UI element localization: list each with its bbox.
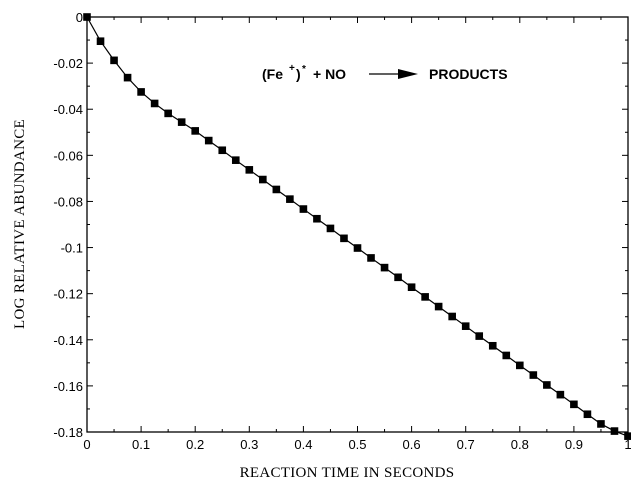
data-point-marker [326, 224, 335, 233]
data-point-marker [434, 302, 443, 311]
data-point-marker [529, 371, 538, 379]
series-markers [83, 13, 631, 440]
reaction-annotation: (Fe + ) * + NO PRODUCTS [262, 63, 508, 82]
data-point-marker [488, 341, 497, 350]
y-tick-label: -0.18 [53, 425, 83, 440]
y-tick-label: -0.12 [53, 287, 83, 302]
data-point-marker [299, 205, 308, 213]
data-point-marker [448, 312, 456, 321]
annotation-lhs-close: ) [296, 66, 301, 82]
data-point-marker [177, 118, 186, 126]
data-point-marker [137, 88, 145, 96]
x-tick-label: 0.7 [457, 437, 475, 452]
x-tick-label: 0.2 [186, 437, 204, 452]
data-point-marker [516, 361, 524, 370]
data-point-marker [259, 175, 267, 184]
x-tick-label: 0.6 [403, 437, 421, 452]
y-axis-tick-labels: 0 -0.02 -0.04 -0.06 -0.08 -0.1 -0.12 -0.14 -0.16… [53, 10, 83, 440]
y-tick-label: -0.16 [53, 379, 83, 394]
data-point-marker [164, 109, 172, 118]
data-point-marker [543, 381, 551, 389]
y-tick-label: -0.02 [53, 56, 83, 71]
data-point-marker [570, 400, 578, 409]
annotation-lhs-open: (Fe [262, 66, 283, 82]
data-point-marker [231, 156, 240, 164]
data-point-marker [123, 73, 132, 82]
data-point-marker [421, 293, 429, 301]
data-point-marker [218, 146, 227, 155]
data-point-marker [313, 214, 321, 223]
y-tick-label: 0 [76, 10, 83, 25]
y-axis-ticks [87, 16, 628, 433]
x-tick-label: 0.5 [348, 437, 366, 452]
data-point-marker [204, 136, 213, 145]
plot-frame [86, 16, 629, 433]
annotation-reactant: + NO [313, 66, 346, 82]
x-tick-label: 0.3 [240, 437, 258, 452]
data-point-marker [150, 99, 159, 108]
y-tick-label: -0.04 [53, 102, 83, 117]
x-tick-label: 1 [624, 437, 631, 452]
annotation-charge: + [289, 63, 295, 74]
data-point-marker [407, 283, 416, 292]
annotation-products: PRODUCTS [429, 66, 508, 82]
y-axis-title: LOG RELATIVE ABUNDANCE [12, 119, 28, 329]
data-point-marker [394, 273, 402, 282]
series-line [86, 16, 629, 437]
data-point-marker [353, 244, 362, 252]
annotation-star: * [302, 64, 306, 75]
data-point-marker [583, 410, 592, 419]
y-tick-label: -0.14 [53, 333, 83, 348]
x-axis-title: REACTION TIME IN SECONDS [240, 465, 455, 481]
data-point-marker [191, 127, 199, 135]
x-axis-tick-labels: 0 0.1 0.2 0.3 0.4 0.5 0.6 0.7 0.8 0.9 1 [83, 437, 631, 452]
data-point-marker [556, 390, 565, 399]
data-point-marker [367, 254, 375, 262]
data-point-marker [96, 37, 105, 46]
data-point-marker [475, 332, 484, 340]
data-point-marker [380, 263, 389, 272]
data-point-marker [624, 432, 631, 440]
x-tick-label: 0.8 [511, 437, 529, 452]
x-tick-label: 0 [83, 437, 90, 452]
x-tick-label: 0.4 [294, 437, 312, 452]
data-point-marker [502, 351, 511, 360]
y-tick-label: -0.1 [61, 241, 83, 256]
data-point-marker [83, 13, 91, 21]
y-tick-label: -0.08 [53, 194, 83, 209]
x-tick-label: 0.9 [565, 437, 583, 452]
data-point-marker [245, 166, 254, 174]
data-point-marker [461, 322, 470, 330]
y-tick-label: -0.06 [53, 148, 83, 163]
reaction-arrow-icon [369, 69, 418, 79]
x-axis-ticks [86, 17, 629, 432]
data-point-marker [110, 56, 118, 65]
data-point-marker [272, 185, 281, 194]
x-tick-label: 0.1 [132, 437, 150, 452]
data-point-marker [610, 427, 619, 435]
data-point-marker [597, 420, 605, 428]
data-point-marker [340, 234, 348, 243]
data-point-marker [286, 195, 294, 203]
